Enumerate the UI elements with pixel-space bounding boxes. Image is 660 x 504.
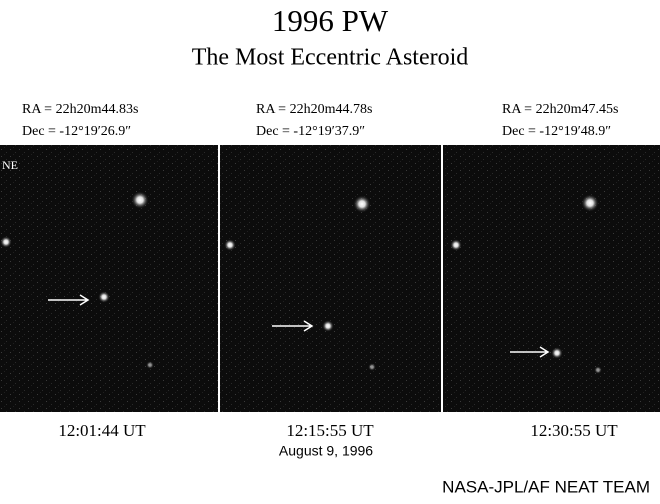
subtitle: The Most Eccentric Asteroid [192,45,469,71]
time: 12:01:44 UT [58,421,146,440]
title: 1996 PW [272,3,389,38]
arrow [510,346,550,358]
star [224,239,236,251]
credit: NASA-JPL/AF NEAT TEAM [442,477,650,496]
image [0,145,660,412]
date: August 9, 1996 [279,443,373,459]
arrow [272,320,314,332]
star [0,236,12,248]
ra: RA = 22h20m47.45s [502,102,618,117]
star [581,194,599,212]
stars [0,191,602,374]
asteroid [322,320,334,332]
star [131,191,149,209]
time: 12:30:55 UT [530,421,618,440]
star [146,361,154,369]
ra: RA = 22h20m44.78s [256,102,372,117]
star [450,239,462,251]
dec: Dec = -12°19′26.9″ [22,124,131,139]
time: 12:15:55 UT [286,421,374,440]
star [368,363,376,371]
star [594,366,602,374]
asteroid [551,347,563,359]
asteroid [98,291,110,303]
star [353,195,371,213]
arrows [48,294,550,358]
arrow [48,294,90,306]
dec: Dec = -12°19′37.9″ [256,124,365,139]
dec: Dec = -12°19′48.9″ [502,124,611,139]
direction-label: NE [2,158,18,172]
ra: RA = 22h20m44.83s [22,102,138,117]
